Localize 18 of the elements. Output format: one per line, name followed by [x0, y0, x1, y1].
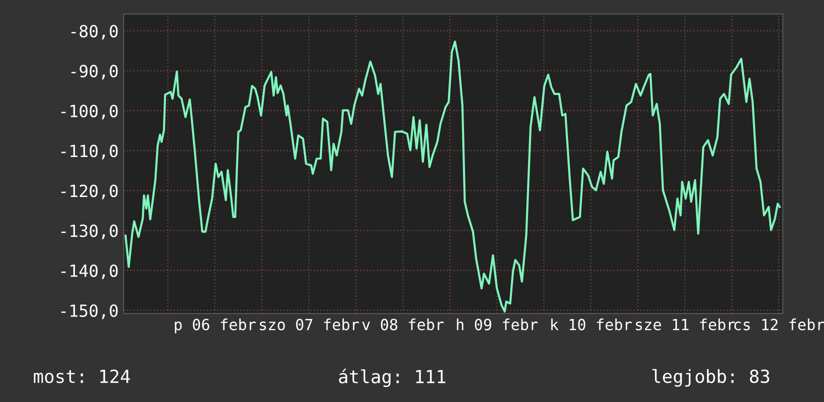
text: legjobb: 83 [652, 369, 770, 387]
y-tick-label: -80,0 [71, 24, 118, 40]
y-tick-label: -140,0 [61, 264, 118, 280]
text: átlag: 111 [339, 368, 446, 388]
x-tick-label: k 10 febr [551, 318, 632, 330]
x-tick-label: sze 11 febr [636, 318, 735, 330]
y-tick-label: -100,0 [61, 104, 118, 120]
text: most: 124 [34, 370, 130, 384]
y-tick-label: -150,0 [61, 304, 118, 320]
x-tick-label: szo 07 febr [260, 318, 359, 330]
x-tick-label: v 08 febr [362, 318, 444, 330]
y-tick-label: -120,0 [61, 184, 118, 200]
y-tick-label: -130,0 [61, 224, 118, 240]
x-tick-label: h 09 febr [456, 318, 538, 330]
y-tick-label: -90,0 [71, 64, 118, 80]
x-tick-label: p 06 febr [174, 318, 256, 334]
x-tick-label: cs 12 febr [734, 318, 824, 330]
y-tick-label: -110,0 [61, 144, 118, 160]
